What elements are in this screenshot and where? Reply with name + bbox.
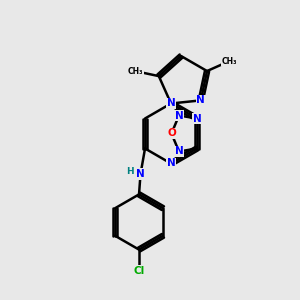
Text: N: N	[175, 146, 183, 157]
Text: N: N	[167, 158, 176, 169]
Text: Cl: Cl	[134, 266, 145, 276]
Text: CH₃: CH₃	[221, 57, 237, 66]
Text: CH₃: CH₃	[128, 67, 143, 76]
Text: H: H	[126, 167, 134, 176]
Text: O: O	[167, 128, 176, 139]
Text: N: N	[175, 110, 183, 121]
Text: N: N	[136, 169, 145, 179]
Text: N: N	[196, 95, 205, 105]
Text: N: N	[167, 98, 176, 109]
Text: N: N	[193, 113, 201, 124]
